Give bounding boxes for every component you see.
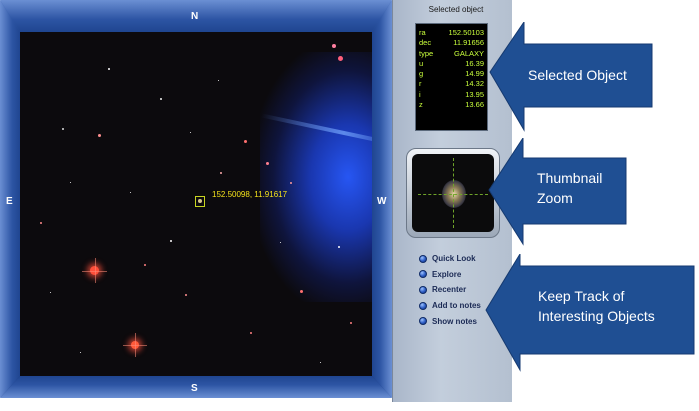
- action-label: Recenter: [432, 285, 467, 295]
- star-dot: [70, 182, 71, 183]
- info-row-r: r 14.32: [419, 79, 484, 89]
- callout-selected-object-label: Selected Object: [528, 67, 627, 83]
- star-dot: [185, 294, 187, 296]
- info-value: GALAXY: [453, 48, 484, 58]
- action-label: Quick Look: [432, 254, 476, 264]
- info-key: i: [419, 89, 421, 99]
- action-label: Explore: [432, 269, 462, 279]
- info-key: r: [419, 79, 422, 89]
- star-dot: [250, 332, 252, 334]
- radio-dot-icon: [419, 317, 427, 326]
- star-dot: [280, 242, 281, 243]
- frame-bevel-right: [372, 0, 392, 398]
- star-dot: [266, 162, 269, 165]
- callout-thumbnail-line1: Thumbnail: [537, 170, 603, 186]
- frame-bevel-bottom: [0, 376, 392, 398]
- selected-galaxy[interactable]: [198, 199, 202, 203]
- star-dot: [50, 292, 51, 293]
- selected-object-callout: [489, 22, 653, 132]
- info-key: z: [419, 100, 423, 110]
- panel-title: Selected object: [428, 5, 484, 14]
- star-dot: [144, 264, 146, 266]
- action-label: Show notes: [432, 316, 477, 326]
- info-value: 13.66: [465, 100, 484, 110]
- star-dot: [300, 290, 303, 293]
- star-dot: [244, 140, 247, 143]
- info-row-z: z 13.66: [419, 100, 484, 110]
- action-list: Quick Look Explore Recenter Add to notes…: [419, 251, 481, 329]
- info-key: ra: [419, 28, 426, 37]
- callout-keep-track-line1: Keep Track of: [538, 288, 625, 304]
- callout-arrow-shape: [489, 22, 653, 132]
- selected-object-info: ra 152.50103 dec 11.91656 type GALAXY u 16.3…: [415, 23, 488, 131]
- info-key: g: [419, 69, 424, 79]
- star-dot: [290, 182, 292, 184]
- radio-dot-icon: [419, 270, 427, 279]
- recenter-button[interactable]: Recenter: [419, 282, 481, 298]
- info-key: u: [419, 58, 424, 68]
- info-row-i: i 13.95: [419, 90, 484, 100]
- callout-thumbnail-line2: Zoom: [537, 190, 573, 206]
- keep-track-callout: [485, 254, 695, 372]
- thumbnail-zoom-callout: [488, 138, 627, 246]
- show-notes-button[interactable]: Show notes: [419, 313, 481, 329]
- info-value: 13.95: [465, 89, 484, 99]
- star-dot: [320, 362, 321, 363]
- compass-west-button[interactable]: W: [377, 196, 387, 207]
- thumbnail-zoom[interactable]: [412, 154, 494, 232]
- star-dot: [98, 134, 101, 137]
- info-key: type: [419, 48, 434, 58]
- thumbnail-crosshair-v: [453, 158, 454, 228]
- action-label: Add to notes: [432, 301, 481, 311]
- star-dot: [220, 172, 222, 174]
- info-row-type: type GALAXY: [419, 49, 484, 59]
- star-spike: [135, 333, 136, 357]
- star-spike: [94, 258, 96, 283]
- add-to-notes-button[interactable]: Add to notes: [419, 298, 481, 314]
- cursor-coordinates: 152.50098, 11.91617: [212, 190, 288, 199]
- sky-image[interactable]: 152.50098, 11.91617: [20, 32, 372, 376]
- star-dot: [40, 222, 42, 224]
- info-value: 152.50103: [448, 28, 484, 37]
- info-value: 16.39: [465, 58, 484, 68]
- radio-dot-icon: [419, 301, 427, 310]
- star-dot: [350, 322, 352, 324]
- info-value: 14.99: [465, 69, 484, 79]
- info-row-u: u 16.39: [419, 59, 484, 69]
- star-dot: [130, 192, 131, 193]
- star-dot: [80, 352, 81, 353]
- callout-arrow-shape: [488, 138, 627, 246]
- star-dot: [170, 240, 172, 242]
- star-dot: [218, 80, 219, 81]
- star-dot: [332, 44, 336, 48]
- radio-dot-icon: [419, 254, 427, 263]
- star-dot: [62, 128, 64, 130]
- frame-bevel-top: [0, 0, 392, 32]
- star-dot: [108, 68, 110, 70]
- blue-glow: [260, 52, 372, 302]
- info-value: 14.32: [465, 79, 484, 89]
- info-row-g: g 14.99: [419, 69, 484, 79]
- compass-south-button[interactable]: S: [191, 383, 198, 394]
- info-row-ra: ra 152.50103: [419, 28, 484, 38]
- callout-keep-track-line2: Interesting Objects: [538, 308, 655, 324]
- star-dot: [160, 98, 162, 100]
- callout-arrow-shape: [485, 254, 695, 372]
- explore-button[interactable]: Explore: [419, 267, 481, 283]
- info-row-dec: dec 11.91656: [419, 38, 484, 48]
- compass-north-button[interactable]: N: [191, 11, 199, 22]
- star-dot: [190, 132, 191, 133]
- info-key: dec: [419, 38, 432, 48]
- radio-dot-icon: [419, 285, 427, 294]
- selection-marker[interactable]: [195, 196, 205, 207]
- frame-bevel-left: [0, 0, 20, 398]
- compass-east-button[interactable]: E: [6, 196, 13, 207]
- info-value: 11.91656: [453, 38, 484, 48]
- quick-look-button[interactable]: Quick Look: [419, 251, 481, 267]
- star-dot: [338, 246, 340, 248]
- star-dot: [338, 56, 343, 61]
